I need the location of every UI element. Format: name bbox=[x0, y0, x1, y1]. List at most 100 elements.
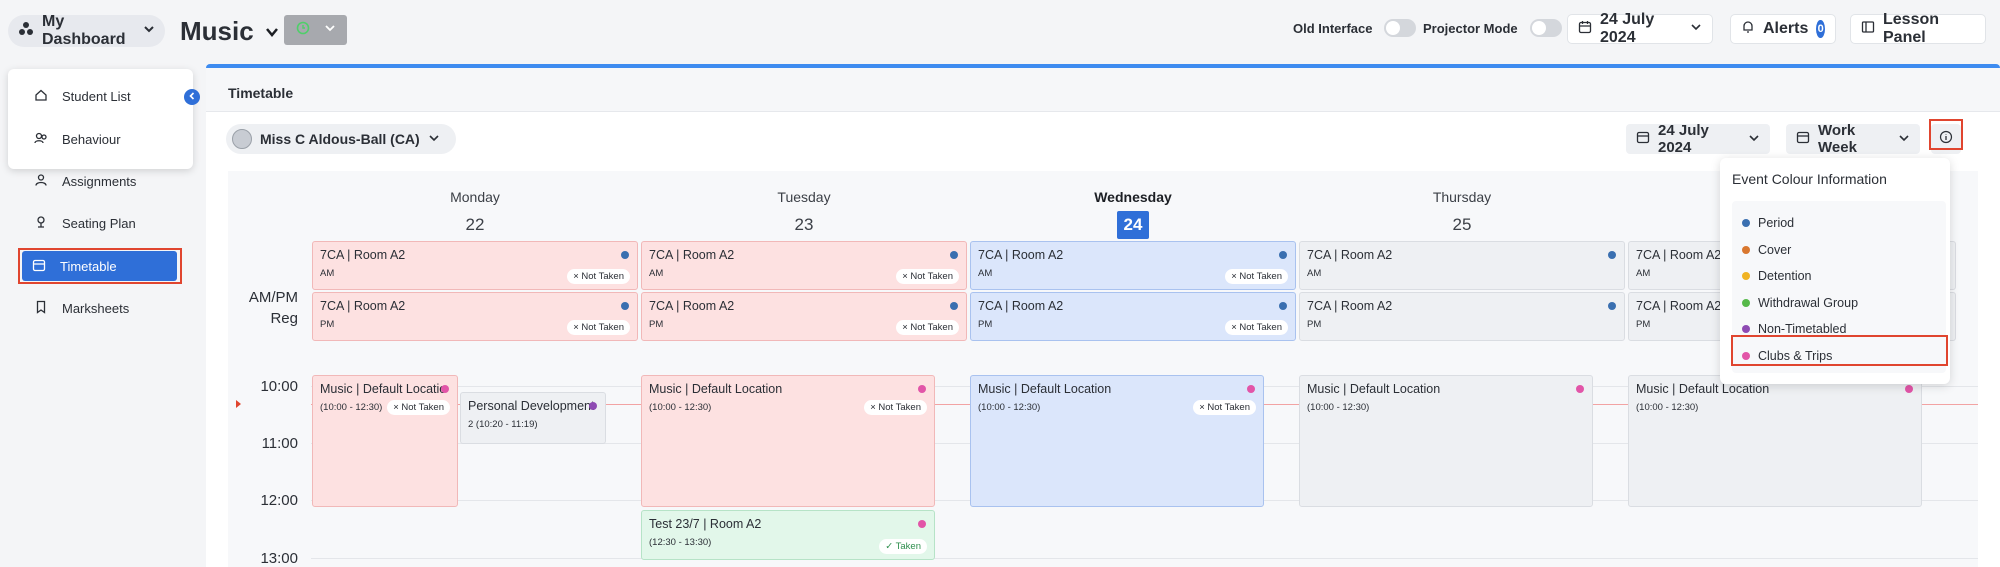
alerts-count-badge: 0 bbox=[1816, 20, 1825, 38]
legend-label: Non-Timetabled bbox=[1758, 322, 1847, 336]
event-subtitle: PM bbox=[978, 319, 993, 330]
event-am-reg[interactable]: 7CA | Room A2 AM bbox=[1299, 241, 1625, 290]
event-time: (10:00 - 12:30) bbox=[1636, 402, 1699, 413]
teacher-name: Miss C Aldous-Ball (CA) bbox=[260, 131, 420, 147]
event-pm-reg[interactable]: 7CA | Room A2 PM × Not Taken bbox=[970, 292, 1296, 341]
calendar-icon bbox=[1636, 130, 1650, 148]
event-music-lesson[interactable]: Music | Default Location (10:00 - 12:30)… bbox=[970, 375, 1264, 507]
lesson-panel-label: Lesson Panel bbox=[1883, 11, 1940, 46]
sidebar-item-marksheets[interactable]: Marksheets bbox=[24, 293, 179, 323]
event-title: 7CA | Room A2 bbox=[649, 299, 735, 313]
seat-icon bbox=[34, 215, 48, 232]
legend-item-clubs-trips: Clubs & Trips bbox=[1742, 349, 1832, 363]
legend-item-detention: Detention bbox=[1742, 269, 1812, 283]
not-taken-badge: × Not Taken bbox=[896, 320, 959, 335]
event-pm-reg[interactable]: 7CA | Room A2 PM bbox=[1299, 292, 1625, 341]
sidebar-item-seating-plan[interactable]: Seating Plan bbox=[24, 208, 179, 238]
projector-mode-toggle[interactable] bbox=[1529, 19, 1562, 37]
not-taken-badge: × Not Taken bbox=[1225, 320, 1288, 335]
old-interface-toggle[interactable] bbox=[1384, 19, 1417, 37]
event-subtitle: PM bbox=[1307, 319, 1322, 330]
event-test[interactable]: Test 23/7 | Room A2 (12:30 - 13:30) ✓ Ta… bbox=[641, 510, 935, 560]
not-taken-badge: × Not Taken bbox=[864, 400, 927, 415]
period-dot bbox=[621, 302, 629, 310]
period-dot bbox=[950, 251, 958, 259]
day-header-tuesday: Tuesday 23 bbox=[640, 189, 968, 235]
event-time: (10:00 - 12:30) bbox=[1307, 402, 1370, 413]
sidebar-item-timetable[interactable]: Timetable bbox=[22, 251, 177, 281]
event-music-lesson[interactable]: Music | Default Location (10:00 - 12:30) bbox=[1299, 375, 1593, 507]
projector-mode-toggle-group: Projector Mode bbox=[1423, 19, 1562, 37]
event-title: 7CA | Room A2 bbox=[320, 248, 406, 262]
event-title: Music | Default Location bbox=[320, 382, 446, 396]
view-selector[interactable]: Work Week bbox=[1786, 122, 1920, 156]
legend-item-period: Period bbox=[1742, 216, 1794, 230]
panel-icon bbox=[1861, 20, 1875, 39]
period-dot bbox=[950, 302, 958, 310]
not-taken-badge: × Not Taken bbox=[896, 269, 959, 284]
event-title: 7CA | Room A2 bbox=[1636, 299, 1722, 313]
chevron-down-icon bbox=[428, 131, 440, 147]
timetable-date-picker[interactable]: 24 July 2024 bbox=[1626, 122, 1770, 156]
status-dropdown-button[interactable] bbox=[284, 15, 347, 45]
legend-list: Period Cover Detention Withdrawal Group … bbox=[1732, 201, 1946, 373]
clubs-trips-dot bbox=[1905, 385, 1913, 393]
period-dot bbox=[1608, 251, 1616, 259]
grid-line bbox=[311, 558, 1978, 559]
home-icon bbox=[34, 88, 48, 105]
timetable-panel: Timetable Miss C Aldous-Ball (CA) 24 Jul… bbox=[206, 64, 2000, 567]
event-music-lesson[interactable]: Music | Default Location (10:00 - 12:30)… bbox=[641, 375, 935, 507]
event-personal-development[interactable]: Personal Development 2 (10:20 - 11:19) bbox=[460, 392, 606, 444]
chevron-down-icon bbox=[1690, 20, 1702, 38]
chevron-down-icon bbox=[1898, 131, 1910, 148]
day-name: Wednesday bbox=[1094, 189, 1172, 205]
alerts-label: Alerts bbox=[1763, 20, 1809, 37]
event-pm-reg[interactable]: 7CA | Room A2 PM × Not Taken bbox=[641, 292, 967, 341]
event-am-reg[interactable]: 7CA | Room A2 AM × Not Taken bbox=[641, 241, 967, 290]
event-title: 7CA | Room A2 bbox=[978, 248, 1064, 262]
page-title-dropdown[interactable]: Music bbox=[180, 16, 280, 47]
sidebar-item-student-list[interactable]: Student List bbox=[24, 81, 179, 111]
header-date-picker[interactable]: 24 July 2024 bbox=[1567, 11, 1713, 46]
calendar-icon bbox=[1578, 20, 1592, 39]
event-subtitle: AM bbox=[320, 268, 335, 279]
reg-label: AM/PM Reg bbox=[238, 289, 298, 327]
sidebar-item-assignments[interactable]: Assignments bbox=[24, 166, 179, 196]
chevron-down-icon bbox=[264, 16, 280, 47]
dashboard-menu-button[interactable]: My Dashboard bbox=[8, 13, 165, 48]
user-icon bbox=[34, 173, 48, 190]
alerts-button[interactable]: Alerts 0 bbox=[1730, 14, 1836, 44]
legend-item-non-timetabled: Non-Timetabled bbox=[1742, 322, 1846, 336]
time-label: 11:00 bbox=[261, 435, 298, 452]
event-pm-reg[interactable]: 7CA | Room A2 PM × Not Taken bbox=[312, 292, 638, 341]
clubs-trips-dot bbox=[1576, 385, 1584, 393]
calendar-icon bbox=[32, 258, 46, 275]
sidebar-item-behaviour[interactable]: Behaviour bbox=[24, 124, 179, 154]
sidebar-item-label: Seating Plan bbox=[62, 215, 136, 231]
clock-icon bbox=[296, 21, 310, 40]
collapse-sidebar-button[interactable] bbox=[184, 89, 200, 105]
highlight-outline bbox=[1929, 119, 1963, 150]
event-title: Music | Default Location bbox=[1307, 382, 1441, 396]
event-title: Test 23/7 | Room A2 bbox=[649, 517, 762, 531]
dashboard-label: My Dashboard bbox=[42, 13, 126, 48]
event-time: (12:30 - 13:30) bbox=[649, 537, 712, 548]
old-interface-label: Old Interface bbox=[1293, 20, 1373, 36]
event-music-lesson[interactable]: Music | Default Location (10:00 - 12:30)… bbox=[312, 375, 458, 507]
event-time: (10:00 - 12:30) bbox=[978, 402, 1041, 413]
day-number: 22 bbox=[465, 215, 485, 234]
teacher-selector[interactable]: Miss C Aldous-Ball (CA) bbox=[226, 124, 456, 154]
non-timetabled-dot bbox=[1742, 325, 1750, 333]
projector-mode-label: Projector Mode bbox=[1423, 20, 1518, 36]
event-subtitle: PM bbox=[320, 319, 335, 330]
event-music-lesson[interactable]: Music | Default Location (10:00 - 12:30) bbox=[1628, 375, 1922, 507]
period-dot bbox=[1279, 251, 1287, 259]
legend-label: Cover bbox=[1758, 243, 1792, 257]
legend-item-withdrawal-group: Withdrawal Group bbox=[1742, 296, 1858, 310]
lesson-panel-button[interactable]: Lesson Panel bbox=[1850, 11, 1986, 46]
event-am-reg[interactable]: 7CA | Room A2 AM × Not Taken bbox=[312, 241, 638, 290]
event-am-reg[interactable]: 7CA | Room A2 AM × Not Taken bbox=[970, 241, 1296, 290]
day-header-wednesday: Wednesday 24 bbox=[969, 189, 1297, 239]
sidebar-item-label: Marksheets bbox=[62, 300, 130, 316]
time-label: 10:00 bbox=[260, 378, 298, 395]
